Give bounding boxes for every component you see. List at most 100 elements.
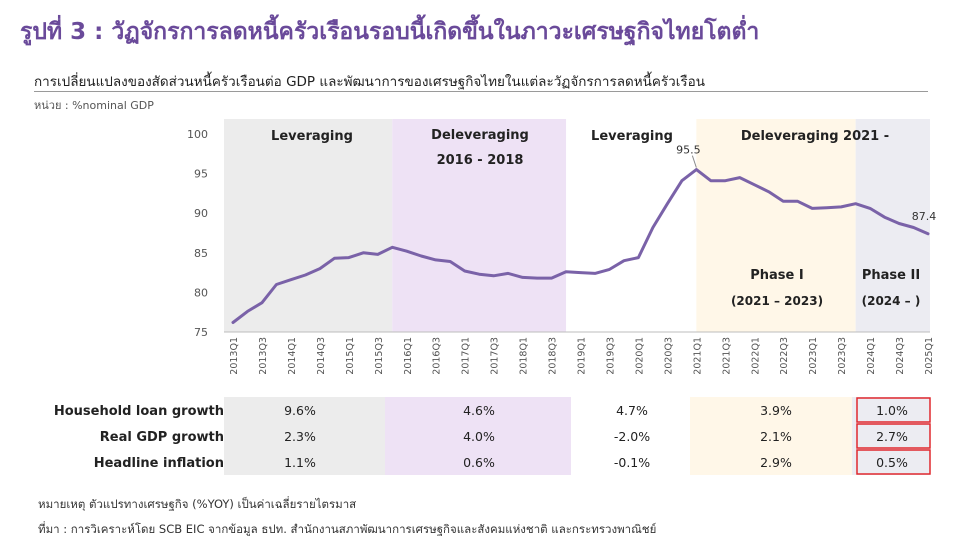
data-point	[246, 310, 249, 313]
table-cell: 1.0%	[876, 403, 908, 418]
x-tick-label: 2024Q3	[895, 337, 906, 375]
period-label: Leveraging	[591, 129, 673, 144]
data-label: 87.4	[912, 210, 937, 223]
period-band-4	[855, 119, 930, 332]
data-point	[666, 202, 669, 205]
table-cell: 4.0%	[463, 429, 495, 444]
source-note: ที่มา : การวิเคราะห์โดย SCB EIC จากข้อมู…	[38, 522, 657, 536]
x-tick-label: 2022Q1	[750, 337, 761, 375]
data-point	[927, 232, 929, 235]
data-point	[565, 270, 567, 273]
data-point	[362, 251, 365, 254]
x-tick-label: 2014Q3	[316, 337, 327, 375]
table-cell: 3.9%	[760, 403, 792, 418]
data-point	[825, 206, 828, 209]
data-point	[579, 271, 582, 274]
x-tick-label: 2020Q1	[634, 337, 645, 375]
data-point	[767, 190, 770, 193]
x-tick-label: 2021Q3	[721, 337, 732, 375]
table-cell: 2.9%	[760, 455, 792, 470]
data-point	[840, 205, 843, 208]
data-point	[463, 270, 466, 272]
x-tick-label: 2017Q1	[461, 337, 472, 375]
table-cell: 4.6%	[463, 403, 495, 418]
data-point	[261, 301, 263, 304]
data-point	[478, 273, 481, 276]
x-tick-label: 2021Q1	[692, 337, 703, 375]
highlight-cell-border	[856, 423, 931, 449]
x-tick-label: 2020Q3	[663, 337, 674, 375]
period-band-3	[696, 119, 856, 332]
chart-axes: 75 80 85 90 95 100 2013Q1 2013Q3 2014Q1 2014Q3 201…	[187, 128, 935, 375]
table-row-label: Real GDP growth	[100, 430, 224, 445]
period-bands	[224, 119, 930, 332]
x-tick-label: 2023Q1	[808, 337, 819, 375]
data-label: 95.5	[676, 144, 701, 157]
stats-table: Household loan growth 9.6% 4.6% 4.7% 3.9% 1.0…	[54, 397, 931, 475]
table-cell: 9.6%	[284, 403, 316, 418]
data-point	[333, 257, 336, 260]
data-point	[507, 272, 510, 275]
x-tick-label: 2015Q3	[374, 337, 385, 375]
remark-note: หมายเหตุ ตัวแปรทางเศรษฐกิจ (%YOY) เป็นค่…	[38, 497, 357, 511]
data-point	[854, 202, 857, 205]
y-tick-label: 90	[194, 207, 208, 220]
data-point	[232, 321, 234, 324]
table-cell: 1.1%	[284, 455, 316, 470]
x-tick-label: 2017Q3	[490, 337, 501, 375]
table-cell: 2.3%	[284, 429, 316, 444]
table-column-bg	[852, 397, 930, 475]
data-point	[550, 277, 553, 280]
period-band-1	[392, 119, 567, 332]
data-point	[347, 256, 350, 259]
y-tick-label: 85	[194, 247, 208, 260]
data-point	[420, 255, 423, 257]
table-cell: 2.7%	[876, 429, 908, 444]
highlight-cell-border	[856, 449, 931, 475]
figure-subtitle: การเปลี่ยนแปลงของสัดส่วนหนี้ครัวเรือนต่อ…	[34, 74, 705, 90]
data-point	[391, 246, 394, 249]
period-labels: Leveraging Deleveraging 2016 - 2018 Leverag…	[271, 128, 920, 308]
data-point	[492, 274, 495, 277]
table-cell: 2.1%	[760, 429, 792, 444]
data-point	[376, 253, 379, 256]
data-point	[536, 277, 538, 280]
x-tick-label: 2019Q3	[605, 337, 616, 375]
data-point	[753, 183, 756, 186]
y-tick-label: 75	[194, 326, 208, 339]
table-column-bg	[224, 397, 385, 475]
data-point	[652, 226, 654, 229]
table-cell: 0.5%	[876, 455, 908, 470]
phase-sublabel: (2024 – )	[862, 294, 921, 308]
period-band-0	[224, 119, 393, 332]
x-tick-label: 2024Q1	[866, 337, 877, 375]
table-column-bg	[385, 397, 571, 475]
data-point	[695, 168, 698, 171]
data-point	[290, 278, 292, 281]
phase-label: Phase II	[862, 268, 920, 283]
data-point	[594, 272, 596, 275]
data-point	[405, 250, 408, 253]
x-tick-label: 2016Q1	[403, 337, 414, 375]
x-tick-label: 2013Q3	[258, 337, 269, 375]
unit-label: หน่วย : %nominal GDP	[34, 99, 154, 112]
x-tick-label: 2014Q1	[287, 337, 298, 375]
y-tick-label: 80	[194, 286, 208, 299]
table-column-bg	[690, 397, 852, 475]
x-tick-label: 2013Q1	[229, 337, 240, 375]
data-label-leader	[691, 155, 697, 168]
data-point	[318, 267, 321, 270]
table-cell: 0.6%	[463, 455, 495, 470]
data-point	[521, 276, 524, 279]
table-row-label: Headline inflation	[94, 456, 224, 471]
data-point	[449, 260, 452, 263]
data-point	[724, 179, 727, 182]
data-point	[796, 200, 799, 203]
figure-title: รูปที่ 3 : วัฏจักรการลดหนี้ครัวเรือนรอบน…	[20, 19, 760, 45]
data-point	[811, 207, 814, 210]
subtitle-divider	[34, 91, 928, 92]
x-tick-label: 2016Q3	[432, 337, 443, 375]
data-point	[637, 256, 640, 259]
data-point	[680, 179, 683, 182]
data-point	[275, 283, 278, 286]
